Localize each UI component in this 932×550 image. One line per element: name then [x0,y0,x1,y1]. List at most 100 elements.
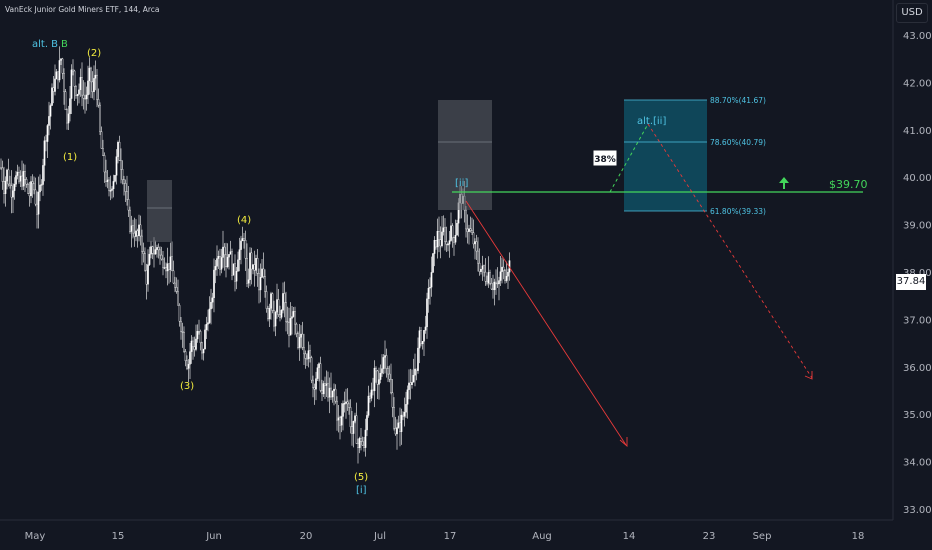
candle-body [153,253,155,255]
candle-body [69,98,71,115]
candle-body [310,357,313,381]
candle-body [6,169,8,182]
candle-body [0,167,2,169]
currency-button[interactable]: USD [896,3,928,23]
candle-body [418,330,421,349]
candle-body [45,140,47,142]
candle-body [114,175,116,182]
candle-body [312,379,314,388]
candle-body [429,286,431,289]
candle-body [189,351,191,365]
candle-body [94,74,97,79]
candle-body [313,387,316,390]
candle-body [481,265,484,270]
candle-body [207,322,209,325]
candle-body [102,148,104,156]
candle-body [150,246,152,255]
candle-body [64,91,67,111]
candle-body [85,94,88,100]
candle-body [21,175,23,187]
alt-iii-projection [647,123,813,379]
candle-body [208,308,211,323]
candle-body [67,113,70,124]
candle-body [382,357,385,369]
candle-body [231,251,233,276]
y-tick-label: 42.00 [903,78,932,89]
candle-body [354,415,356,422]
candle-body [72,69,74,72]
candle-body [66,109,68,124]
candle-body [253,264,256,271]
candle-body [58,60,61,81]
candle-body [178,305,181,322]
candle-body [163,267,166,269]
candle-body [144,253,146,271]
candle-body [232,263,235,276]
wave-label-i: [i] [356,485,367,496]
candle-body [283,293,286,303]
candle-body [351,426,353,434]
candle-body [142,251,145,254]
candle-body [13,183,16,191]
candle-body [27,183,29,194]
chart-title: VanEck Junior Gold Miners ETF, 144, Arca [5,5,160,14]
candle-body [361,441,364,446]
candle-body [465,209,467,230]
candle-body [204,329,206,350]
candle-body [15,175,17,185]
candle-body [217,256,220,259]
candle-body [471,230,473,233]
candle-body [169,256,172,270]
candle-body [117,141,119,157]
candle-body [99,104,101,132]
candle-body [390,378,392,394]
candle-body [7,169,10,185]
candle-body [267,308,269,320]
candle-body [294,311,296,325]
candle-body [477,250,479,264]
candle-body [435,240,437,248]
candle-body [165,267,167,272]
candle-body [9,183,11,186]
current-price-tag: 37.84 [896,274,926,290]
candle-body [442,227,445,233]
candles-layer [0,46,511,464]
candle-body [126,191,128,200]
wave-iii-arrowhead [619,437,628,447]
candle-body [219,256,221,270]
price-axis[interactable]: 43.00 42.00 41.00 40.00 39.00 38.00 37.00 36.00… [903,31,932,516]
candle-body [411,382,413,386]
candle-body [373,367,376,392]
wave-label-alt-ii: alt.[ii] [637,116,666,127]
candle-body [376,370,379,385]
x-tick-label: 17 [444,531,457,542]
candle-body [18,171,20,182]
candle-body [369,395,371,399]
candle-body [90,67,92,83]
candle-body [43,140,46,166]
candle-body [36,203,38,215]
wave-label-5: (5) [354,472,368,483]
candle-body [498,280,500,285]
candle-body [273,310,275,327]
candle-body [24,171,26,180]
candle-body [211,297,214,303]
candle-body [397,422,400,428]
candle-body [132,225,134,234]
x-tick-label: Jul [373,531,386,542]
candle-body [279,314,281,318]
candle-body [346,401,349,405]
y-tick-label: 43.00 [903,31,932,42]
candle-body [472,232,475,245]
time-axis[interactable]: May 15 Jun 20 Jul 17 Aug 14 23 Sep 18 [25,531,865,542]
candle-body [433,240,436,254]
candle-body [297,333,299,348]
candle-body [439,239,442,247]
candle-body [387,368,389,375]
candle-body [130,225,133,232]
candle-body [417,347,419,371]
y-tick-label: 39.00 [903,221,932,232]
candle-body [148,253,151,265]
